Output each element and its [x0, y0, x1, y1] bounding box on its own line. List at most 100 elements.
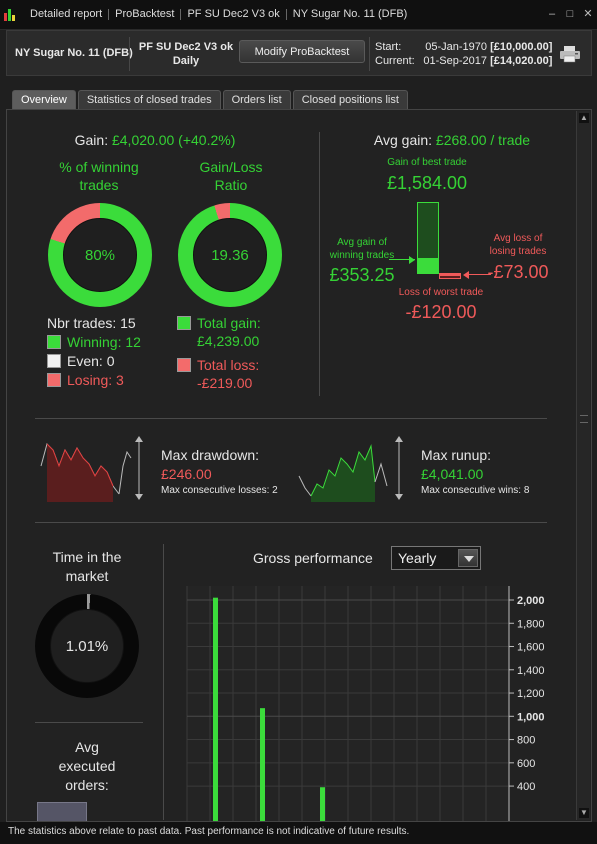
avg-gain-bar — [418, 258, 438, 273]
y-tick-label: 1,600 — [517, 642, 545, 654]
tab-orders-list[interactable]: Orders list — [222, 90, 291, 110]
gross-performance-label: Gross performance — [253, 550, 373, 566]
maximize-icon[interactable]: □ — [566, 8, 574, 20]
gainloss-ring-center — [193, 218, 267, 292]
trades-breakdown: Nbr trades: 15 Winning: 12 Even: 0 Losin… — [47, 314, 141, 390]
section-divider — [35, 522, 547, 523]
total-loss-label: Total loss: — [197, 357, 260, 373]
strategy-timeframe: Daily — [172, 55, 200, 67]
time-in-market-percent: 1.01% — [65, 638, 109, 655]
max-runup-label: Max runup: — [421, 447, 492, 463]
period-select[interactable]: Yearly — [391, 546, 481, 570]
avg-gain-label: Avg gain: — [373, 132, 433, 148]
y-tick-label: 400 — [517, 781, 535, 793]
avg-gain-arrowhead-icon — [409, 256, 415, 264]
max-drawdown-value: £246.00 — [161, 466, 212, 482]
printer-icon[interactable] — [559, 45, 581, 63]
totals-breakdown: Total gain: £4,239.00 Total loss: -£219.… — [177, 314, 261, 392]
winning-count-row: Winning: 12 — [47, 333, 141, 352]
winning-title-line2: trades — [79, 177, 119, 193]
chevron-down-icon[interactable] — [458, 549, 478, 567]
avg-loss-arrowhead-icon — [463, 271, 469, 279]
tab-closed-positions-list[interactable]: Closed positions list — [292, 90, 408, 110]
orders-title-line2: executed — [58, 758, 116, 774]
chart-bar — [260, 708, 265, 821]
current-label: Current: — [375, 55, 415, 67]
avg-loss-arrow-icon — [465, 274, 491, 275]
panel-scrollbar[interactable]: ▲ ▼ — [576, 111, 590, 820]
scroll-grip-icon[interactable] — [580, 415, 588, 423]
winning-percent: 80% — [84, 247, 116, 264]
overview-panel: Gain: £4,020.00 (+40.2%) % of winning tr… — [6, 109, 592, 822]
avg-losing-value: -£73.00 — [487, 262, 549, 282]
best-trade-label: Gain of best trade — [387, 157, 467, 168]
avg-winning-value: £353.25 — [329, 265, 395, 285]
gainloss-ratio-value: 19.36 — [211, 247, 249, 264]
y-tick-label: 2,000 — [517, 595, 545, 607]
avg-winning-label: Avg gain of winning trades — [317, 236, 407, 262]
scroll-down-icon[interactable]: ▼ — [579, 808, 589, 818]
crumb-detailed-report: Detailed report — [24, 9, 110, 20]
gainloss-title: Gain/Loss Ratio — [167, 158, 295, 194]
worst-trade-label: Loss of worst trade — [398, 287, 484, 298]
time-in-market-title: Time in the market — [35, 548, 139, 586]
scroll-up-icon[interactable]: ▲ — [579, 113, 589, 123]
disclaimer-footer: The statistics above relate to past data… — [0, 822, 597, 844]
y-tick-label: 600 — [517, 758, 535, 770]
max-consecutive-wins: Max consecutive wins: 8 — [421, 485, 530, 496]
gainloss-title-line2: Ratio — [214, 177, 248, 193]
crumb-strategy: PF SU Dec2 V3 ok — [181, 9, 287, 20]
gain-summary: Gain: £4,020.00 (+40.2%) — [35, 132, 275, 148]
y-tick-label: 1,400 — [517, 665, 545, 677]
start-label: Start: — [375, 41, 402, 53]
current-capital: [£14,020.00] — [490, 55, 553, 67]
winning-swatch-icon — [47, 335, 61, 349]
time-in-market-line1: Time in the — [52, 549, 122, 565]
worst-trade-value: -£120.00 — [405, 302, 477, 322]
avg-gain-value: £268.00 / trade — [435, 132, 531, 148]
current-date: 01-Sep-2017 — [423, 55, 487, 67]
orders-document-icon — [37, 802, 87, 821]
tab-statistics-closed-trades[interactable]: Statistics of closed trades — [77, 90, 221, 110]
section-divider — [35, 418, 547, 419]
avg-losing-label-line2: losing trades — [489, 246, 547, 257]
window-title-bar: Detailed report ProBacktest PF SU Dec2 V… — [0, 0, 597, 30]
even-swatch-icon — [47, 354, 61, 368]
drawdown-chart-icon — [40, 436, 143, 502]
divider — [129, 37, 130, 71]
tab-overview[interactable]: Overview — [12, 90, 76, 110]
orders-title-line1: Avg — [75, 739, 99, 755]
runup-chart-icon — [298, 436, 403, 502]
nbr-trades: Nbr trades: 15 — [47, 315, 136, 331]
avg-losing-label-line1: Avg loss of — [493, 233, 543, 244]
strategy-title: PF SU Dec2 V3 ok — [138, 41, 234, 53]
crumb-probacktest: ProBacktest — [109, 9, 182, 20]
minimize-icon[interactable]: – — [548, 8, 556, 20]
winning-ring-center — [63, 218, 137, 292]
time-in-market-line2: market — [65, 568, 109, 584]
report-info-bar: NY Sugar No. 11 (DFB) PF SU Dec2 V3 ok D… — [6, 30, 592, 76]
winning-title-line1: % of winning — [59, 159, 139, 175]
avg-gain-arrow-icon — [389, 259, 415, 260]
max-drawdown-label: Max drawdown: — [161, 447, 260, 463]
section-divider — [319, 132, 320, 396]
winning-trades-title: % of winning trades — [35, 158, 163, 194]
winning-count: Winning: 12 — [67, 334, 141, 350]
total-loss-value: -£219.00 — [197, 375, 253, 391]
time-in-market-ring-center — [50, 609, 124, 683]
backtest-dates: Start: 05-Jan-1970 [£10,000.00] Current: 0… — [375, 40, 552, 68]
y-tick-label: 1,000 — [517, 711, 545, 723]
strategy-name: PF SU Dec2 V3 ok Daily — [135, 40, 237, 68]
gainloss-title-line1: Gain/Loss — [199, 159, 263, 175]
losing-count-row: Losing: 3 — [47, 371, 141, 390]
modify-probacktest-button[interactable]: Modify ProBacktest — [239, 40, 365, 63]
avg-losing-label: Avg loss of losing trades — [473, 232, 563, 258]
instrument-name: NY Sugar No. 11 (DFB) — [15, 47, 133, 59]
avg-winning-label-line2: winning trades — [329, 250, 395, 261]
section-divider — [163, 544, 164, 820]
avg-winning-label-line1: Avg gain of — [337, 237, 387, 248]
crumb-instrument: NY Sugar No. 11 (DFB) — [292, 8, 408, 20]
app-logo-icon — [4, 8, 18, 21]
close-icon[interactable]: ✕ — [583, 8, 593, 20]
y-tick-label: 1,200 — [517, 688, 545, 700]
